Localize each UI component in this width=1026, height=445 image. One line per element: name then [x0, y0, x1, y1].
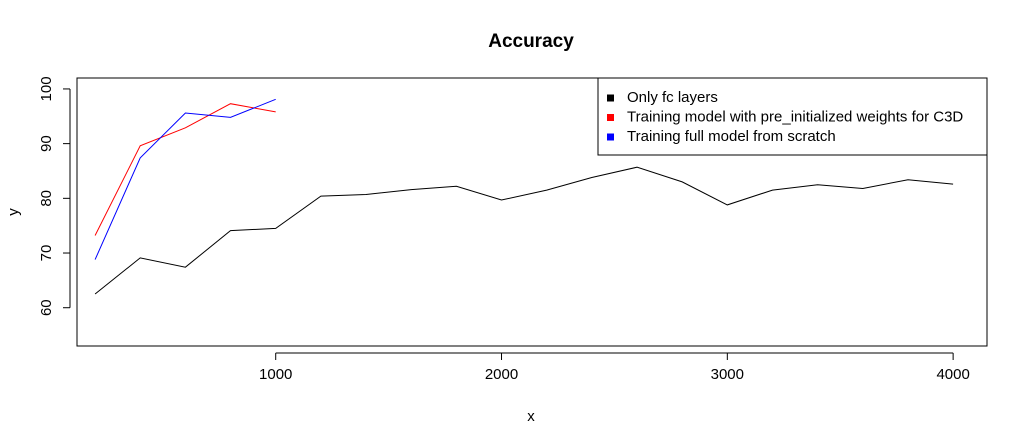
y-axis-label: y [5, 208, 22, 216]
y-tick-label: 60 [38, 299, 55, 316]
x-axis-label: x [527, 408, 535, 425]
series-line-3 [94, 98, 276, 260]
legend-box [597, 77, 988, 156]
x-tick-label: 3000 [711, 366, 744, 383]
y-axis: 60 70 80 90 100 [38, 76, 71, 316]
chart-title: Accuracy [488, 31, 574, 52]
y-tick-label: 90 [38, 135, 55, 152]
x-axis: 1000 2000 3000 4000 [259, 352, 970, 383]
legend-label-1: Only fc layers [627, 89, 718, 106]
legend-swatch-1 [607, 94, 614, 102]
legend-label-3: Training full model from scratch [627, 128, 836, 145]
y-tick-label: 100 [38, 76, 55, 101]
y-tick-label: 70 [38, 245, 55, 262]
legend-swatch-2 [607, 114, 614, 121]
series-line-2 [94, 103, 276, 236]
y-tick-label: 80 [38, 190, 55, 207]
legend-swatch-3 [607, 133, 614, 141]
legend-label-2: Training model with pre_initialized weig… [627, 108, 963, 125]
series-layer [94, 98, 954, 295]
plot-frame [76, 77, 988, 347]
x-tick-label: 4000 [936, 366, 969, 383]
x-tick-label: 1000 [259, 366, 292, 383]
legend: Only fc layers Training model with pre_in… [597, 77, 988, 156]
series-line-1 [94, 166, 954, 295]
x-tick-label: 2000 [485, 366, 518, 383]
